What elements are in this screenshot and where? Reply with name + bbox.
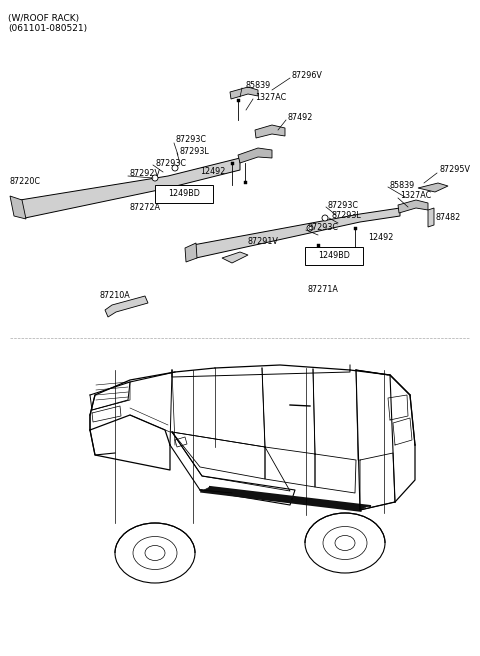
Bar bbox=[353, 226, 357, 230]
Ellipse shape bbox=[145, 546, 165, 560]
Text: 12492: 12492 bbox=[200, 167, 226, 176]
Text: 87293C: 87293C bbox=[308, 224, 339, 232]
Polygon shape bbox=[255, 125, 285, 138]
Circle shape bbox=[322, 215, 328, 221]
Ellipse shape bbox=[133, 537, 177, 569]
Text: 1327AC: 1327AC bbox=[255, 92, 286, 102]
Ellipse shape bbox=[115, 523, 195, 583]
Text: 87272A: 87272A bbox=[130, 203, 161, 211]
Polygon shape bbox=[20, 158, 240, 218]
Ellipse shape bbox=[335, 535, 355, 550]
Text: 12492: 12492 bbox=[368, 234, 394, 243]
Text: 85839: 85839 bbox=[390, 180, 415, 190]
Text: (061101-080521): (061101-080521) bbox=[8, 24, 87, 33]
Text: 87292V: 87292V bbox=[130, 169, 161, 178]
Text: 85839: 85839 bbox=[245, 81, 270, 91]
Bar bbox=[155, 185, 213, 203]
Text: 87293L: 87293L bbox=[331, 211, 361, 220]
Text: 87482: 87482 bbox=[435, 213, 460, 222]
Text: 87271A: 87271A bbox=[307, 285, 338, 295]
Polygon shape bbox=[185, 243, 197, 262]
Polygon shape bbox=[230, 87, 258, 99]
Bar bbox=[305, 247, 363, 265]
Polygon shape bbox=[10, 196, 26, 219]
Bar bbox=[230, 161, 233, 165]
Ellipse shape bbox=[323, 527, 367, 560]
Text: 87295V: 87295V bbox=[440, 165, 471, 174]
Text: 87291V: 87291V bbox=[248, 237, 279, 247]
Text: 87220C: 87220C bbox=[10, 178, 41, 186]
Bar bbox=[316, 243, 320, 247]
Text: 87293C: 87293C bbox=[155, 159, 186, 167]
Circle shape bbox=[307, 225, 313, 231]
Circle shape bbox=[152, 175, 158, 181]
Bar bbox=[243, 180, 247, 184]
Text: 1249BD: 1249BD bbox=[168, 190, 200, 199]
Text: 87210A: 87210A bbox=[100, 291, 131, 300]
Text: 1249BD: 1249BD bbox=[318, 251, 350, 260]
Text: 87492: 87492 bbox=[288, 113, 313, 123]
Bar bbox=[237, 98, 240, 102]
Polygon shape bbox=[222, 252, 248, 263]
Circle shape bbox=[172, 165, 178, 171]
Polygon shape bbox=[202, 487, 368, 510]
Polygon shape bbox=[428, 208, 434, 227]
Polygon shape bbox=[398, 200, 428, 213]
Polygon shape bbox=[238, 148, 272, 163]
Text: 87293L: 87293L bbox=[179, 146, 209, 155]
Ellipse shape bbox=[305, 513, 385, 573]
Polygon shape bbox=[418, 183, 448, 192]
Text: 1327AC: 1327AC bbox=[400, 192, 431, 201]
Text: (W/ROOF RACK): (W/ROOF RACK) bbox=[8, 14, 79, 23]
Text: 87293C: 87293C bbox=[328, 201, 359, 209]
Polygon shape bbox=[105, 296, 148, 317]
Polygon shape bbox=[193, 208, 400, 258]
Text: 87293C: 87293C bbox=[176, 136, 207, 144]
Text: 87296V: 87296V bbox=[292, 70, 323, 79]
